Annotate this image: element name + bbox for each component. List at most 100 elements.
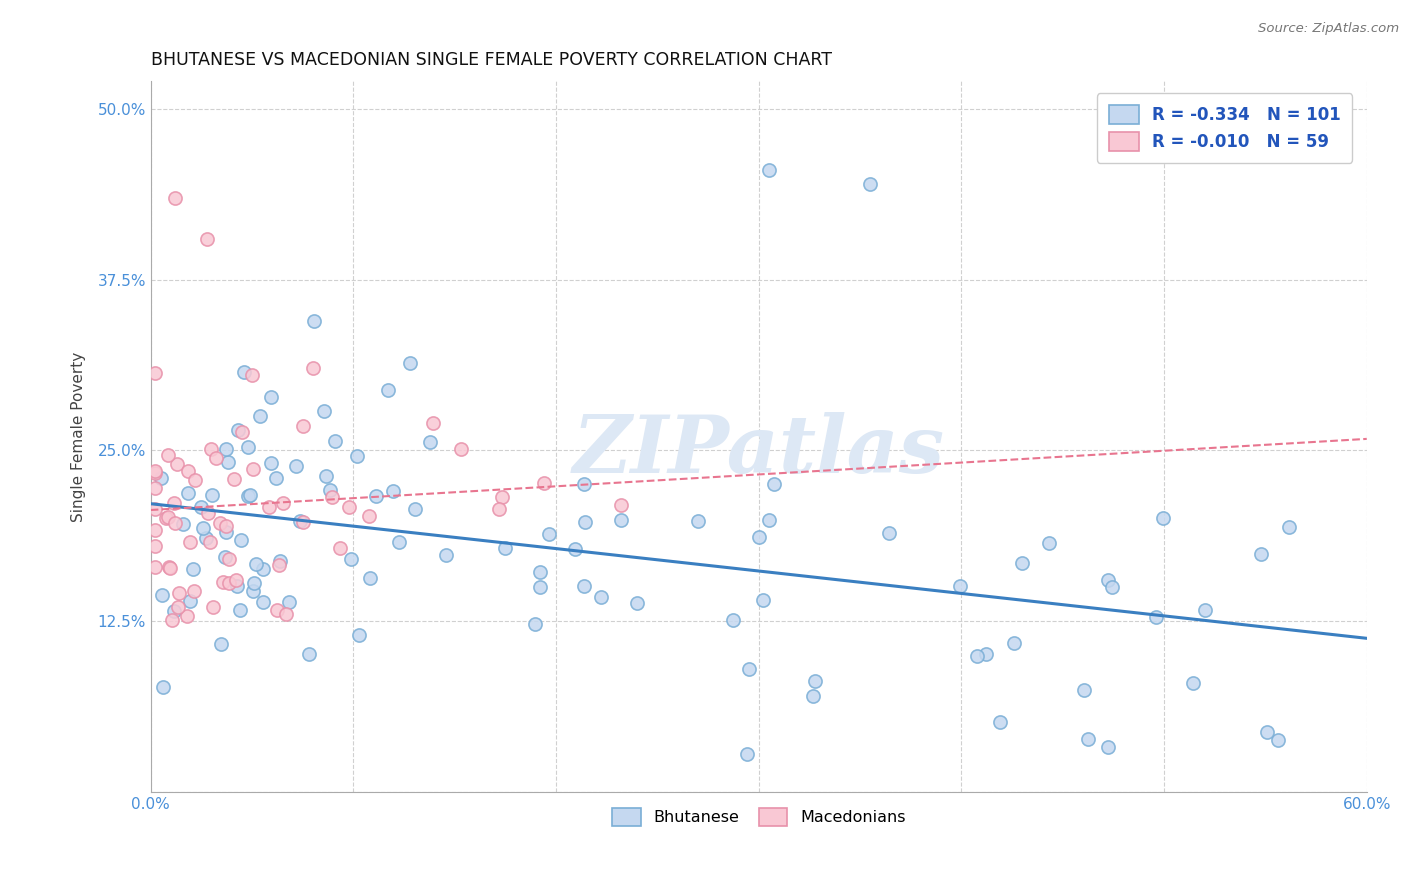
Point [302, 361, 325, 376]
Point [156, 510, 179, 524]
Point [988, 714, 1011, 729]
Point [163, 190, 186, 204]
Point [143, 464, 166, 478]
Point [762, 477, 785, 491]
Point [1038, 536, 1060, 550]
Point [204, 451, 226, 466]
Point [450, 442, 472, 456]
Point [801, 689, 824, 703]
Point [218, 552, 240, 566]
Legend: Bhutanese, Macedonians: Bhutanese, Macedonians [605, 799, 914, 834]
Point [538, 527, 561, 541]
Point [271, 495, 294, 509]
Point [143, 466, 166, 480]
Point [1181, 676, 1204, 690]
Point [201, 487, 224, 501]
Point [152, 680, 174, 694]
Point [191, 520, 214, 534]
Point [574, 515, 596, 529]
Point [949, 578, 972, 592]
Point [225, 574, 247, 588]
Point [226, 424, 249, 438]
Point [804, 673, 827, 688]
Point [609, 498, 631, 512]
Point [163, 496, 186, 510]
Point [176, 609, 198, 624]
Point [238, 489, 260, 503]
Point [610, 513, 633, 527]
Point [288, 514, 311, 528]
Point [198, 535, 221, 549]
Point [319, 483, 342, 498]
Point [529, 566, 551, 580]
Point [291, 516, 314, 530]
Point [149, 471, 172, 485]
Point [155, 510, 177, 524]
Point [284, 458, 307, 473]
Point [267, 558, 290, 573]
Point [177, 464, 200, 478]
Point [329, 541, 352, 555]
Point [242, 461, 264, 475]
Point [226, 579, 249, 593]
Point [159, 560, 181, 574]
Point [190, 500, 212, 514]
Point [257, 500, 280, 514]
Y-axis label: Single Female Poverty: Single Female Poverty [72, 351, 86, 522]
Point [347, 628, 370, 642]
Point [162, 613, 184, 627]
Point [197, 506, 219, 520]
Point [156, 449, 179, 463]
Point [167, 585, 190, 599]
Point [172, 517, 194, 532]
Point [208, 516, 231, 530]
Point [364, 490, 387, 504]
Point [1256, 724, 1278, 739]
Point [491, 490, 513, 504]
Point [217, 455, 239, 469]
Point [1011, 556, 1033, 570]
Point [758, 513, 780, 527]
Point [1077, 732, 1099, 747]
Point [143, 502, 166, 516]
Point [533, 475, 555, 490]
Point [231, 425, 253, 439]
Point [269, 554, 291, 568]
Point [177, 486, 200, 500]
Point [181, 562, 204, 576]
Point [212, 574, 235, 589]
Point [277, 595, 299, 609]
Point [238, 441, 260, 455]
Point [215, 518, 238, 533]
Text: Source: ZipAtlas.com: Source: ZipAtlas.com [1258, 22, 1399, 36]
Point [228, 603, 250, 617]
Text: ZIPatlas: ZIPatlas [572, 412, 945, 490]
Point [321, 490, 343, 504]
Point [572, 477, 595, 491]
Point [249, 409, 271, 424]
Point [242, 576, 264, 591]
Point [143, 481, 166, 495]
Point [260, 456, 283, 470]
Point [337, 500, 360, 514]
Point [488, 502, 510, 516]
Point [143, 524, 166, 538]
Point [183, 584, 205, 599]
Point [404, 501, 426, 516]
Point [245, 557, 267, 571]
Point [264, 471, 287, 485]
Point [626, 596, 648, 610]
Point [266, 603, 288, 617]
Point [738, 662, 761, 676]
Point [723, 613, 745, 627]
Point [233, 365, 256, 379]
Point [974, 647, 997, 661]
Point [434, 548, 457, 562]
Point [166, 458, 188, 472]
Point [183, 473, 205, 487]
Point [200, 442, 222, 456]
Point [572, 579, 595, 593]
Point [359, 571, 381, 585]
Point [179, 594, 201, 608]
Point [359, 509, 381, 524]
